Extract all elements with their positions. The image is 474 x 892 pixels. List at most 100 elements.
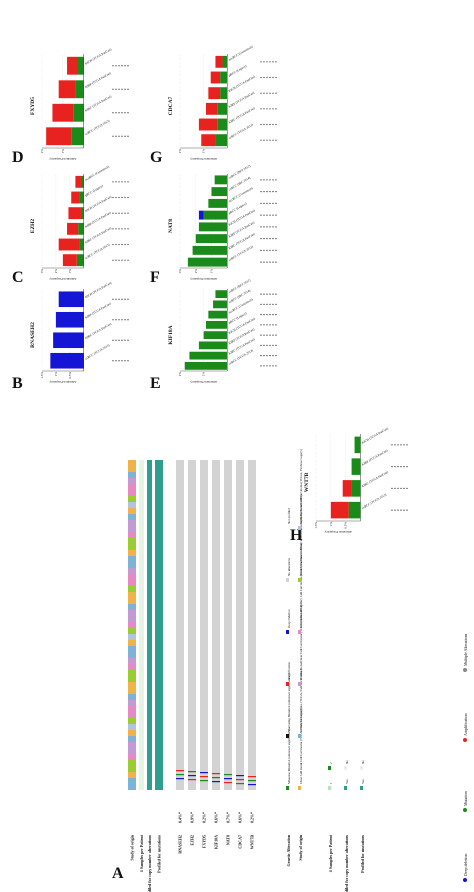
legend-swatch <box>463 808 467 812</box>
annotation-dot <box>275 179 277 181</box>
annotation-dot <box>127 112 129 114</box>
bar-segment <box>58 80 76 99</box>
legend-swatch <box>286 734 289 738</box>
annotation-dot <box>118 259 120 261</box>
legend-label: Amplification <box>463 714 468 736</box>
legend-item: No <box>345 760 349 764</box>
gene-label: WNT7B <box>250 835 255 850</box>
annotation-dot <box>118 360 120 362</box>
annotation-dot <box>115 259 117 261</box>
alteration-mark <box>200 776 208 778</box>
bar-segment <box>201 134 216 147</box>
legend-swatch <box>298 734 301 738</box>
y-tick-label: 2% <box>178 149 182 154</box>
study-segment <box>128 766 136 772</box>
track-label: Profiled for copy number alterations <box>147 835 152 892</box>
track-label: Profiled for mutations <box>157 835 162 873</box>
panel-title: EZH2 <box>30 219 36 234</box>
annotation-dot <box>127 360 129 362</box>
annotation-dot <box>263 334 265 336</box>
annotation-dot <box>118 181 120 183</box>
annotation-dot <box>263 92 265 94</box>
gene-label: RNASEH2 <box>178 835 183 854</box>
annotation-dot <box>127 196 129 199</box>
annotation-dot <box>260 355 262 357</box>
annotation-dot <box>260 293 262 295</box>
x-tick-label: KIRP (TCGA PanCan) <box>228 91 255 109</box>
annotation-dot <box>260 179 262 181</box>
annotation-dot <box>391 444 393 446</box>
annotation-dot <box>260 344 262 346</box>
annotation-dot <box>263 123 265 126</box>
bar-segment <box>198 222 228 232</box>
annotation-dot <box>269 355 271 357</box>
study-segment <box>128 772 136 778</box>
annotation-dot <box>394 509 396 511</box>
study-segment <box>128 490 136 496</box>
annotation-dot <box>260 249 262 251</box>
alteration-mark <box>176 778 184 780</box>
legend-item: Missense Mutation (unknown significance) <box>287 729 291 784</box>
annotation-dot <box>124 339 126 341</box>
study-segment <box>128 784 136 790</box>
annotation-dot <box>124 298 126 300</box>
panel-title: NAT8 <box>168 219 174 233</box>
bar-segment <box>214 175 228 185</box>
legend-item: Amplification <box>287 662 291 680</box>
legend-item: Yes <box>361 779 365 784</box>
bar-segment <box>205 320 228 329</box>
gene-row <box>200 460 208 790</box>
x-tick-label: ccRCC (TCGA 2013) <box>84 343 110 360</box>
panel-letter: F <box>150 269 160 286</box>
x-tick-label: ccRCC (TCGA 2013) <box>84 119 110 136</box>
annotation-dot <box>406 466 408 468</box>
alteration-mark <box>176 770 184 772</box>
bar-segment <box>198 341 228 350</box>
annotation-dot <box>127 339 129 341</box>
study-segment <box>128 664 136 670</box>
bar-segment <box>205 102 218 115</box>
x-tick-label: KICH (TCGA PanCan) <box>228 75 256 93</box>
study-segment <box>128 724 136 730</box>
y-tick-label: 2% <box>194 269 198 274</box>
study-segment <box>128 742 136 748</box>
panel-title: RNASEH2 <box>30 322 36 348</box>
study-segment <box>128 646 136 652</box>
y-tick-label: 2% <box>54 269 58 274</box>
bar-segment <box>220 87 228 100</box>
study-segment <box>128 544 136 550</box>
annotation-dot <box>112 243 114 246</box>
annotation-dot <box>275 108 277 110</box>
legend-item: Not profiled <box>287 508 291 524</box>
annotation-dot <box>263 226 265 228</box>
annotation-dot <box>115 319 117 321</box>
annotation-dot <box>260 123 262 126</box>
legend-swatch <box>298 630 301 634</box>
annotation-dot <box>272 324 274 326</box>
study-segment <box>128 700 136 706</box>
gene-percent: 0.6%* <box>214 812 219 823</box>
study-segment <box>128 604 136 610</box>
y-axis-label: Alteration Frequency <box>190 277 218 281</box>
annotation-dot <box>266 108 268 110</box>
legend-title: Profiled for copy number alterations <box>344 835 349 892</box>
bar-segment <box>76 254 84 267</box>
annotation-dot <box>391 509 393 511</box>
legend-title: Genetic Alteration <box>286 834 291 866</box>
annotation-dot <box>260 324 262 326</box>
annotation-dot <box>260 214 262 216</box>
legend-swatch <box>286 526 289 530</box>
annotation-dot <box>272 303 274 305</box>
alteration-mark <box>188 775 196 777</box>
annotation-dot <box>118 339 120 341</box>
bar-segment <box>211 187 228 197</box>
study-segment <box>128 484 136 490</box>
bar-segment <box>73 103 84 122</box>
annotation-dot <box>272 202 274 204</box>
gene-percent: 0.4%* <box>178 812 183 823</box>
annotation-dot <box>260 303 262 305</box>
legend-swatch <box>298 526 301 530</box>
annotation-dot <box>260 92 262 94</box>
